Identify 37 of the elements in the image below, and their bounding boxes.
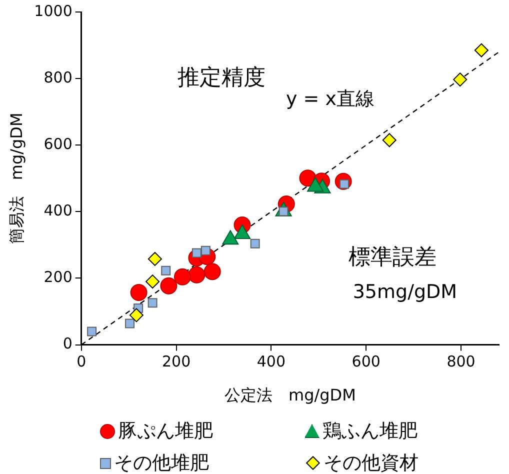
- point: [474, 43, 488, 58]
- point: [192, 248, 202, 258]
- y-axis-title: 簡易法 mg/gDM: [6, 112, 26, 244]
- legend-label: その他資材: [324, 451, 418, 474]
- y-tick-label: 800: [44, 68, 72, 86]
- point: [125, 318, 135, 328]
- annotation: 推定精度 y = x直線: [177, 65, 375, 110]
- point: [204, 263, 221, 280]
- x-axis-title: 公定法 mg/gDM: [224, 386, 356, 405]
- x-tick-label: 600: [352, 352, 380, 371]
- legend-label: 豚ぷん堆肥: [118, 419, 213, 444]
- point: [174, 268, 191, 286]
- legend-label: 鶏ふん堆肥: [322, 419, 418, 444]
- legend-label: その他堆肥: [114, 451, 209, 474]
- point: [87, 326, 97, 336]
- y-tick-label: 600: [44, 135, 72, 154]
- point: [148, 252, 162, 266]
- y-tick-label: 400: [44, 202, 72, 220]
- x-tick-label: 200: [162, 352, 191, 371]
- point: [129, 308, 144, 322]
- point: [382, 133, 396, 148]
- point: [148, 298, 158, 308]
- x-tick-label: 400: [256, 352, 286, 371]
- point: [161, 266, 171, 276]
- y-tick-label: 200: [44, 268, 72, 286]
- annotation: 標準誤差 35mg/gDM: [348, 244, 458, 304]
- point: [188, 266, 206, 284]
- point: [250, 238, 260, 248]
- point: [453, 72, 468, 87]
- point: [200, 246, 210, 256]
- point: [146, 274, 160, 289]
- y-tick-label: 0: [62, 334, 72, 353]
- point: [160, 277, 178, 294]
- point: [130, 284, 148, 302]
- x-tick-label: 0: [76, 352, 86, 371]
- y-tick-label: 1000: [34, 2, 72, 20]
- x-tick-label: 800: [446, 352, 476, 371]
